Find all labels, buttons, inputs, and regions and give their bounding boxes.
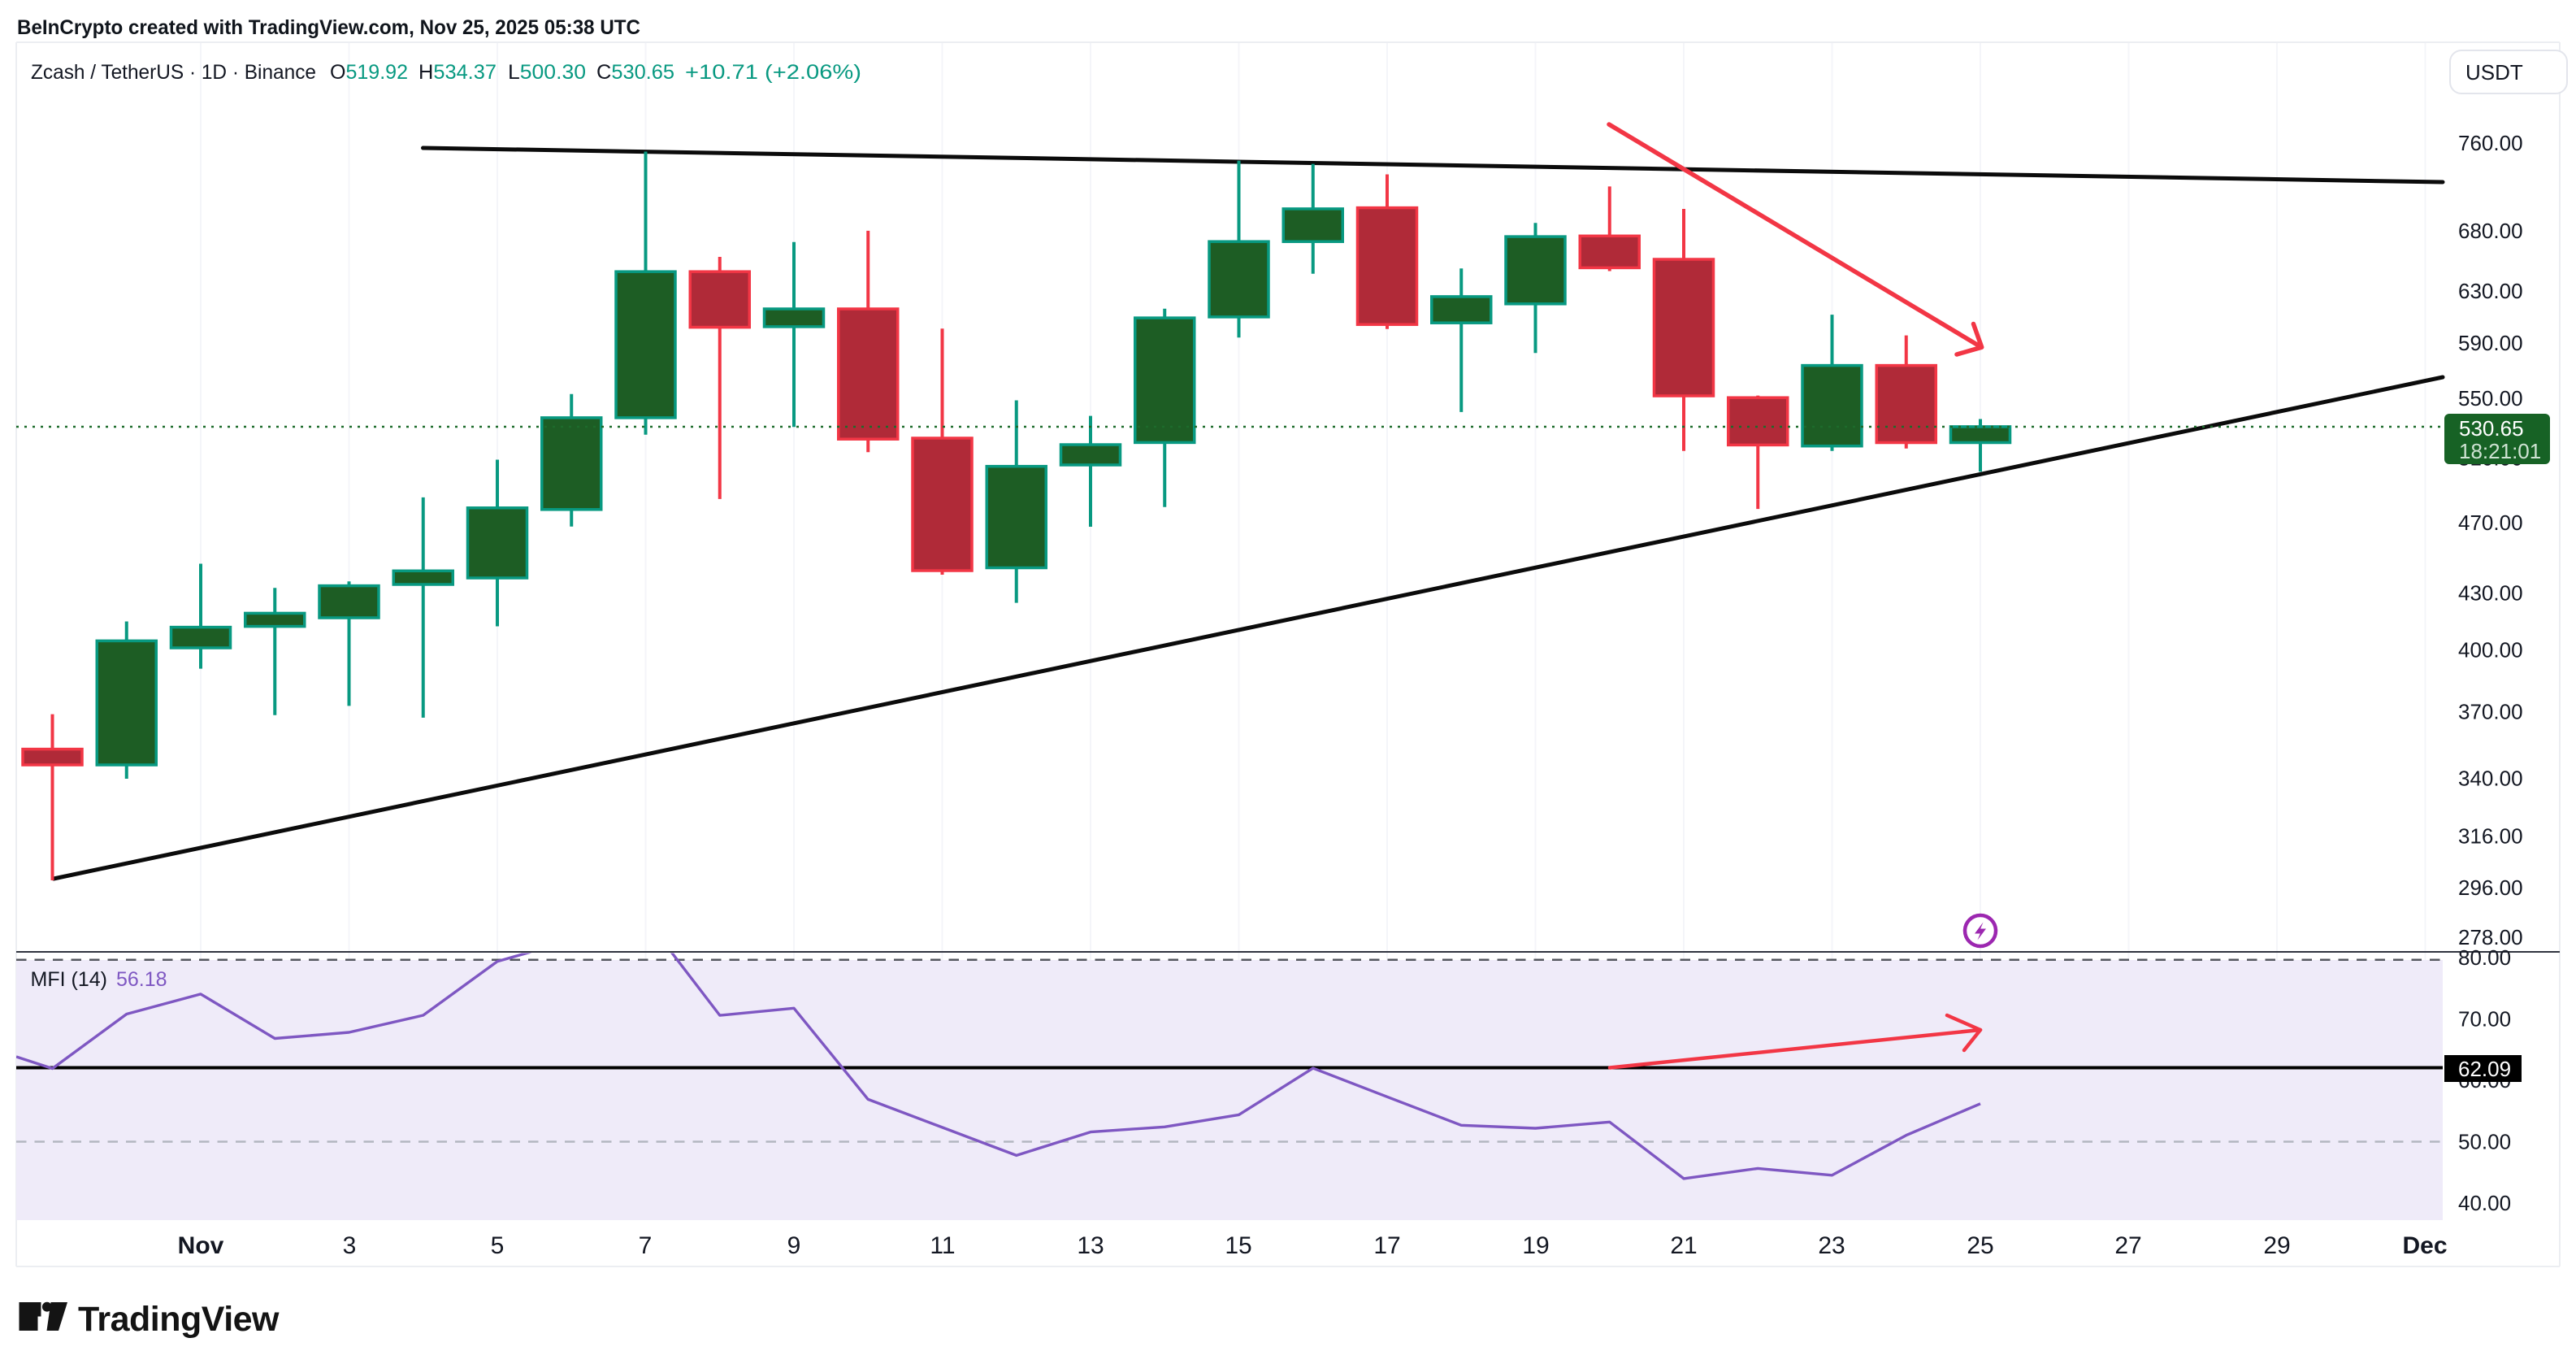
svg-text:630.00: 630.00	[2458, 279, 2523, 303]
svg-text:18:21:01: 18:21:01	[2459, 439, 2541, 463]
svg-text:+10.71 (+2.06%): +10.71 (+2.06%)	[685, 61, 861, 84]
svg-text:3: 3	[343, 1232, 357, 1259]
svg-text:62.09: 62.09	[2458, 1057, 2511, 1081]
svg-text:296.00: 296.00	[2458, 875, 2523, 900]
svg-text:7: 7	[639, 1232, 653, 1259]
svg-text:400.00: 400.00	[2458, 638, 2523, 662]
svg-text:19: 19	[1522, 1232, 1549, 1259]
svg-text:680.00: 680.00	[2458, 219, 2523, 243]
svg-text:278.00: 278.00	[2458, 925, 2523, 949]
svg-text:316.00: 316.00	[2458, 824, 2523, 849]
svg-text:15: 15	[1225, 1232, 1251, 1259]
svg-text:370.00: 370.00	[2458, 699, 2523, 723]
svg-text:USDT: USDT	[2465, 60, 2523, 85]
svg-text:MFI (14): MFI (14)	[31, 968, 107, 991]
svg-text:50.00: 50.00	[2458, 1130, 2511, 1154]
svg-text:11: 11	[930, 1232, 955, 1259]
svg-text:O519.92: O519.92	[330, 61, 408, 84]
svg-text:25: 25	[1967, 1232, 1993, 1259]
svg-text:550.00: 550.00	[2458, 386, 2523, 411]
svg-text:27: 27	[2114, 1232, 2141, 1259]
svg-text:80.00: 80.00	[2458, 945, 2511, 970]
svg-text:530.65: 530.65	[2459, 416, 2524, 441]
svg-text:Nov: Nov	[178, 1232, 224, 1259]
svg-text:H534.37: H534.37	[418, 61, 497, 84]
svg-text:470.00: 470.00	[2458, 510, 2523, 535]
svg-text:21: 21	[1670, 1232, 1697, 1259]
svg-text:56.18: 56.18	[116, 968, 167, 991]
svg-text:17: 17	[1373, 1232, 1400, 1259]
svg-text:C530.65: C530.65	[596, 61, 674, 84]
svg-text:Dec: Dec	[2402, 1232, 2447, 1259]
svg-text:Zcash / TetherUS · 1D · Binanc: Zcash / TetherUS · 1D · Binance	[31, 61, 316, 84]
svg-text:590.00: 590.00	[2458, 331, 2523, 355]
svg-text:40.00: 40.00	[2458, 1191, 2511, 1215]
svg-text:L500.30: L500.30	[508, 61, 586, 84]
svg-text:13: 13	[1077, 1232, 1104, 1259]
svg-text:340.00: 340.00	[2458, 766, 2523, 790]
svg-text:TradingView: TradingView	[78, 1300, 280, 1339]
svg-text:760.00: 760.00	[2458, 131, 2523, 155]
svg-text:BeInCrypto created with Tradin: BeInCrypto created with TradingView.com,…	[17, 16, 640, 39]
svg-text:70.00: 70.00	[2458, 1007, 2511, 1032]
svg-text:9: 9	[787, 1232, 801, 1259]
svg-text:5: 5	[491, 1232, 505, 1259]
svg-text:430.00: 430.00	[2458, 580, 2523, 605]
svg-text:23: 23	[1818, 1232, 1845, 1259]
svg-text:29: 29	[2263, 1232, 2290, 1259]
